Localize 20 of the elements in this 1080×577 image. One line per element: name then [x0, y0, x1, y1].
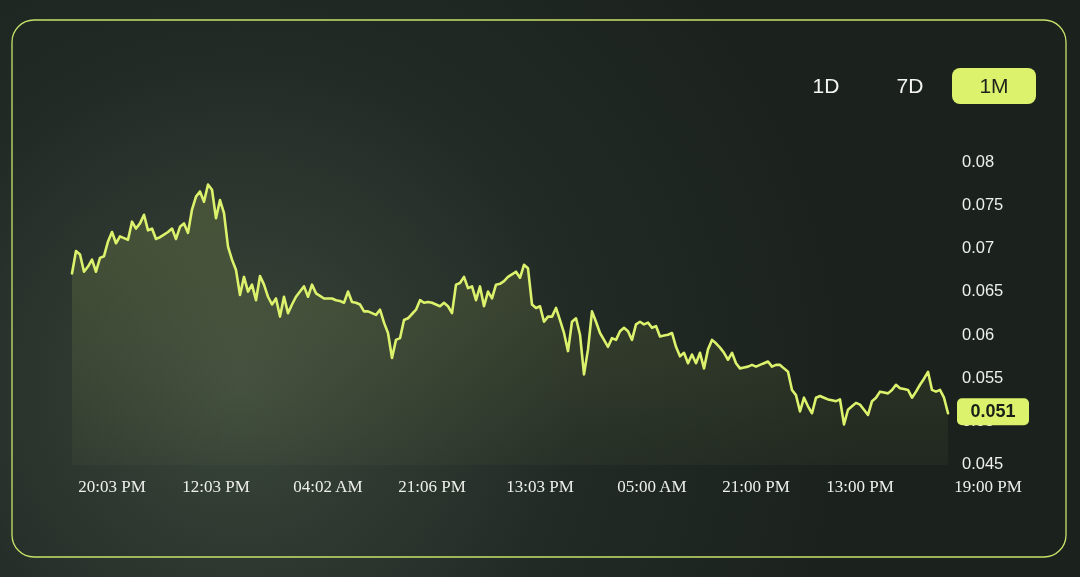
y-tick-label: 0.08: [962, 152, 995, 171]
x-tick-label: 12:03 PM: [182, 476, 250, 496]
x-tick-label: 20:03 PM: [78, 476, 146, 496]
text: 7D: [896, 73, 924, 97]
data-label: 0.051: [970, 400, 1016, 421]
y-tick-label: 0.06: [962, 324, 995, 343]
y-tick-label: 0.07: [962, 238, 995, 257]
text: 1D: [812, 73, 840, 97]
x-tick-label: 04:02 AM: [293, 476, 363, 496]
y-tick-label: 0.045: [962, 454, 1004, 473]
x-tick-label: 21:06 PM: [398, 476, 466, 496]
x-tick-label: 05:00 AM: [617, 476, 687, 496]
y-tick-label: 0.055: [962, 368, 1004, 387]
y-tick-label: 0.075: [962, 195, 1004, 214]
text: 1M: [979, 73, 1009, 97]
x-tick-label: 13:03 PM: [506, 476, 574, 496]
x-tick-label: 13:00 PM: [826, 476, 894, 496]
x-tick-label: 21:00 PM: [722, 476, 790, 496]
y-tick-label: 0.065: [962, 281, 1004, 300]
x-tick-label: 19:00 PM: [954, 476, 1022, 496]
